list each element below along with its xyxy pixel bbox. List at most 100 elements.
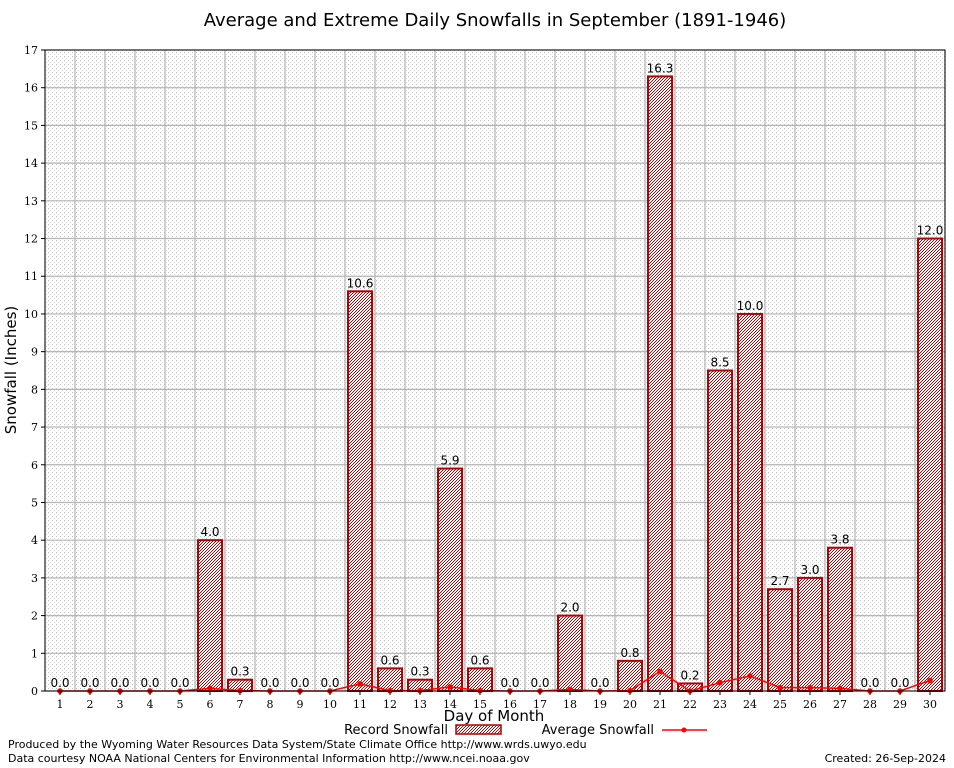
grid-lines: [44, 49, 946, 692]
bar-value-label: 0.0: [260, 676, 279, 690]
y-tick-label: 13: [24, 195, 38, 208]
bar-value-label: 0.0: [170, 676, 189, 690]
x-tick-label: 9: [297, 698, 304, 711]
y-tick-label: 12: [24, 233, 38, 246]
bar-value-label: 0.6: [470, 653, 489, 667]
bar-value-label: 0.0: [590, 676, 609, 690]
record-snowfall-bar: [557, 614, 583, 693]
bar-value-label: 0.3: [230, 665, 249, 679]
legend: Record Snowfall Average Snowfall: [344, 723, 707, 738]
average-snowfall-point: [447, 684, 453, 690]
x-axis-ticks: 1 2 3 4 5 6 7 8 9 10 11 12 13 14 15 16 17 18 19 20 21 22 23 24 2…: [57, 691, 937, 711]
x-tick-label: 21: [653, 698, 667, 711]
y-tick-label: 4: [31, 534, 38, 547]
x-tick-label: 20: [623, 698, 637, 711]
x-tick-label: 29: [893, 698, 907, 711]
footer-produced-by: Produced by the Wyoming Water Resources …: [8, 738, 587, 751]
average-snowfall-point: [747, 673, 753, 679]
bar-value-label: 0.0: [50, 676, 69, 690]
record-snowfall-bar: [917, 237, 943, 692]
x-tick-label: 12: [383, 698, 397, 711]
y-axis-label: Snowfall (Inches): [2, 306, 20, 434]
record-snowfall-bar: [467, 667, 493, 692]
legend-record-label: Record Snowfall: [344, 723, 448, 738]
average-snowfall-point: [357, 681, 363, 687]
x-tick-label: 15: [473, 698, 487, 711]
bar-value-label: 0.0: [890, 676, 909, 690]
average-snowfall-point: [837, 685, 843, 692]
record-snowfall-bar: [737, 312, 763, 692]
average-snowfall-point: [927, 677, 933, 684]
x-tick-label: 5: [177, 698, 184, 711]
x-tick-label: 30: [923, 698, 937, 711]
bar-value-label: 0.0: [320, 676, 339, 690]
x-tick-label: 27: [833, 698, 847, 711]
record-snowfall-bar: [707, 369, 733, 692]
plot-frame: [44, 49, 946, 692]
x-tick-label: 7: [237, 698, 244, 711]
x-tick-label: 6: [207, 698, 214, 711]
legend-record-swatch: [455, 724, 502, 735]
y-tick-label: 0: [31, 685, 38, 698]
y-tick-label: 15: [24, 119, 38, 132]
bar-value-label: 3.0: [800, 563, 819, 577]
footer-created-date: Created: 26-Sep-2024: [824, 752, 946, 765]
record-snowfall-bar: [647, 75, 673, 693]
bar-value-label: 0.0: [500, 676, 519, 690]
y-tick-label: 10: [24, 308, 38, 321]
bar-value-label: 8.5: [710, 356, 729, 370]
y-tick-label: 1: [31, 647, 38, 660]
record-snowfall-bar: [767, 588, 793, 692]
bar-value-label: 0.0: [80, 676, 99, 690]
bar-value-label: 10.0: [737, 299, 764, 313]
x-tick-label: 11: [353, 698, 367, 711]
average-snowfall-point: [807, 684, 813, 691]
y-tick-label: 17: [24, 44, 38, 57]
legend-average-marker: [681, 727, 687, 733]
footer-data-courtesy: Data courtesy NOAA National Centers for …: [8, 752, 530, 765]
record-snowfall-bar: [617, 659, 643, 692]
y-tick-label: 7: [31, 421, 38, 434]
bar-value-label: 0.0: [110, 676, 129, 690]
x-tick-label: 14: [443, 698, 457, 711]
bar-value-label: 0.0: [290, 676, 309, 690]
y-tick-label: 5: [31, 496, 38, 509]
x-tick-label: 17: [533, 698, 547, 711]
record-snowfall-bars: [197, 75, 943, 693]
y-tick-label: 3: [31, 572, 38, 585]
y-tick-label: 16: [24, 82, 38, 95]
average-snowfall-point: [207, 685, 213, 692]
x-tick-label: 16: [503, 698, 517, 711]
bar-value-label: 10.6: [347, 276, 374, 290]
bar-value-label: 5.9: [440, 454, 459, 468]
bar-value-label: 3.8: [830, 533, 849, 547]
record-snowfall-bar: [437, 467, 463, 693]
record-snowfall-bar: [377, 667, 403, 692]
average-snowfall-point: [717, 679, 723, 686]
average-snowfall-point: [777, 684, 783, 691]
average-snowfall-point: [657, 668, 663, 675]
x-tick-label: 1: [57, 698, 64, 711]
x-tick-label: 19: [593, 698, 607, 711]
y-tick-label: 8: [31, 383, 38, 396]
x-tick-label: 28: [863, 698, 877, 711]
record-snowfall-bar: [347, 290, 373, 692]
bar-value-label: 2.7: [770, 574, 789, 588]
x-axis-label: Day of Month: [444, 707, 545, 725]
bar-value-label: 0.0: [860, 676, 879, 690]
x-tick-label: 3: [117, 698, 124, 711]
y-tick-label: 6: [31, 459, 38, 472]
record-snowfall-bar: [827, 546, 853, 692]
bar-value-label: 2.0: [560, 601, 579, 615]
bar-value-label: 4.0: [200, 525, 219, 539]
bar-value-label: 0.8: [620, 646, 639, 660]
y-tick-label: 2: [31, 610, 38, 623]
x-tick-label: 22: [683, 698, 697, 711]
bar-value-label: 12.0: [917, 224, 944, 238]
x-tick-label: 10: [323, 698, 337, 711]
bar-value-label: 0.0: [140, 676, 159, 690]
x-tick-label: 13: [413, 698, 427, 711]
bar-value-label: 16.3: [647, 61, 674, 75]
